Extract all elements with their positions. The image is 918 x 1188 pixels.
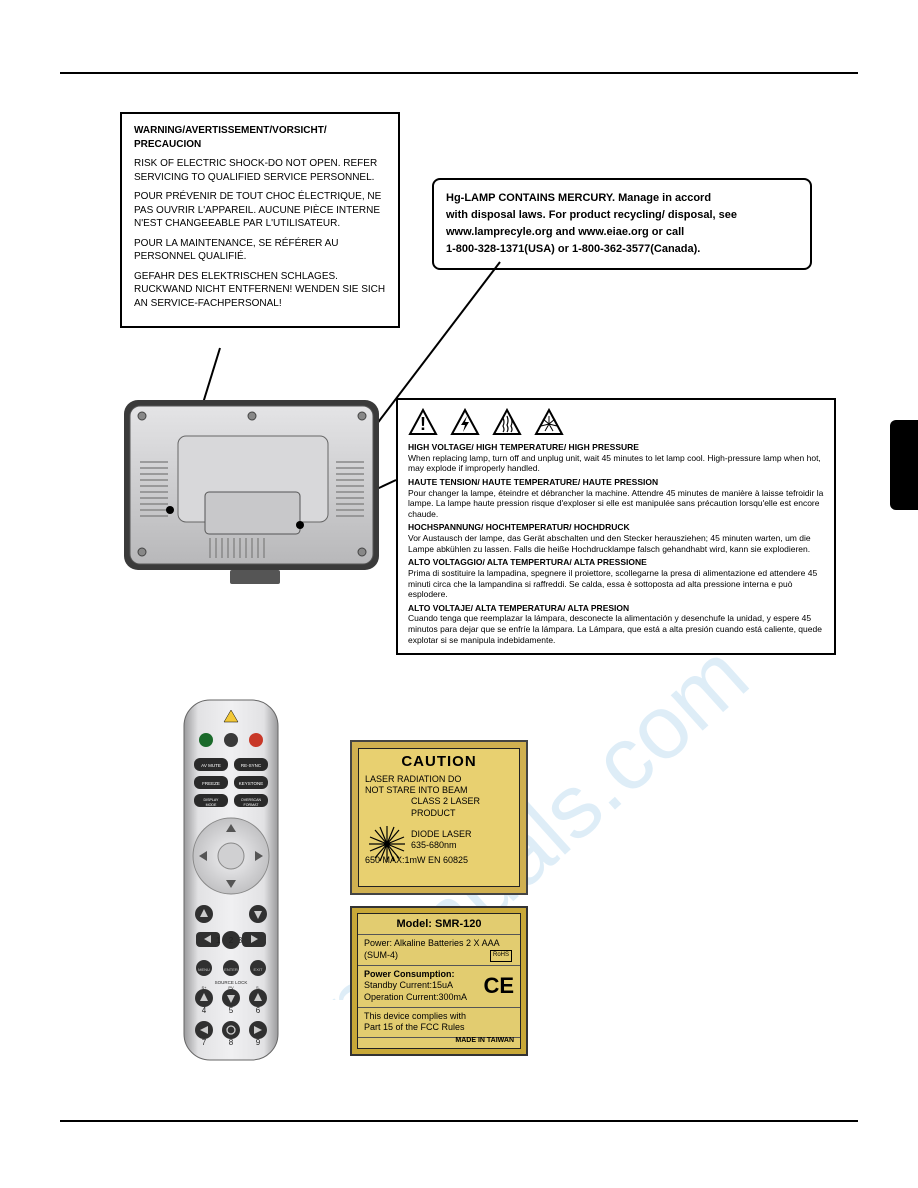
svg-text:2: 2: [229, 936, 234, 945]
haz-es-body: Cuando tenga que reemplazar la lámpara, …: [408, 613, 824, 645]
top-rule: [60, 72, 858, 74]
svg-text:5: 5: [229, 1006, 234, 1015]
projector-illustration: [110, 392, 395, 592]
svg-text:9: 9: [256, 1038, 261, 1047]
made-in: MADE IN TAIWAN: [455, 1036, 514, 1045]
caution-l2: NOT STARE INTO BEAM: [365, 785, 513, 796]
caution-l1: LASER RADIATION DO: [365, 774, 513, 785]
warning-p2: POUR PRÉVENIR DE TOUT CHOC ÉLECTRIQUE, N…: [134, 190, 386, 231]
explosion-triangle-icon: [534, 408, 564, 436]
warning-heading: WARNING/AVERTISSEMENT/VORSICHT/ PRECAUCI…: [134, 124, 386, 151]
bottom-rule: [60, 1120, 858, 1122]
hazard-box: ! HIGH VOLTAGE/ HIGH TEMPERATURE/ HIGH P…: [396, 398, 836, 655]
fcc-text: This device complies with Part 15 of the…: [358, 1008, 520, 1038]
svg-text:S-: S-: [256, 985, 261, 990]
svg-text:1: 1: [216, 936, 221, 945]
ce-mark: CE: [483, 972, 514, 1001]
model-title: Model: SMR-120: [358, 914, 520, 935]
svg-text:S+: S+: [201, 985, 207, 990]
haz-es-title: ALTO VOLTAJE/ ALTA TEMPERATURA/ ALTA PRE…: [408, 603, 824, 614]
svg-text:OVERSCAN: OVERSCAN: [241, 798, 262, 802]
hot-triangle-icon: [492, 408, 522, 436]
hg-l3: www.lamprecyle.org and www.eiae.org or c…: [446, 224, 798, 241]
svg-text:8: 8: [229, 1038, 234, 1047]
svg-text:7: 7: [202, 1038, 207, 1047]
caution-label: CAUTION LASER RADIATION DO NOT STARE INT…: [350, 740, 528, 895]
rohs-mark: RoHS: [490, 950, 512, 962]
remote-control: AV MUTE RE-SYNC FREEZE KEYSTONE DISPLAY …: [176, 696, 286, 1066]
hg-l4: 1-800-328-1371(USA) or 1-800-362-3577(Ca…: [446, 241, 798, 258]
mercury-box: Hg-LAMP CONTAINS MERCURY. Manage in acco…: [432, 178, 812, 270]
hazard-icons: !: [408, 408, 824, 436]
svg-text:AV MUTE: AV MUTE: [201, 763, 221, 768]
svg-text:FREEZE: FREEZE: [202, 781, 220, 786]
haz-it-title: ALTO VOLTAGGIO/ ALTA TEMPERTURA/ ALTA PR…: [408, 557, 824, 568]
voltage-triangle-icon: [450, 408, 480, 436]
svg-text:6: 6: [256, 1006, 261, 1015]
svg-text:MENU: MENU: [198, 967, 210, 972]
caution-l4: PRODUCT: [365, 808, 513, 819]
warning-p3: POUR LA MAINTENANCE, SE RÉFÉRER AU PERSO…: [134, 237, 386, 264]
laser-burst-icon: [367, 824, 407, 864]
caution-l3: CLASS 2 LASER: [365, 796, 513, 807]
warning-p4: GEFAHR DES ELEKTRISCHEN SCHLAGES. RUCKWA…: [134, 270, 386, 311]
warning-triangle-icon: !: [408, 408, 438, 436]
svg-text:FORMAT: FORMAT: [244, 803, 260, 807]
svg-text:KEYSTONE: KEYSTONE: [239, 781, 263, 786]
hg-l2: with disposal laws. For product recyclin…: [446, 207, 798, 224]
svg-text:4: 4: [202, 1006, 207, 1015]
svg-text:RE-SYNC: RE-SYNC: [241, 763, 262, 768]
haz-en-body: When replacing lamp, turn off and unplug…: [408, 453, 824, 474]
haz-de-title: HOCHSPANNUNG/ HOCHTEMPERATUR/ HOCHDRUCK: [408, 522, 824, 533]
warning-box: WARNING/AVERTISSEMENT/VORSICHT/ PRECAUCI…: [120, 112, 400, 328]
svg-text:PV: PV: [228, 985, 234, 990]
haz-it-body: Prima di sostituire la lampadina, spegne…: [408, 568, 824, 600]
haz-fr-title: HAUTE TENSION/ HAUTE TEMPERATURE/ HAUTE …: [408, 477, 824, 488]
side-tab: [890, 420, 918, 510]
caution-title: CAUTION: [365, 753, 513, 772]
svg-text:!: !: [420, 414, 426, 434]
warning-p1: RISK OF ELECTRIC SHOCK-DO NOT OPEN. REFE…: [134, 157, 386, 184]
model-label: Model: SMR-120 Power: Alkaline Batteries…: [350, 906, 528, 1056]
svg-text:MODE: MODE: [206, 803, 217, 807]
haz-fr-body: Pour changer la lampe, éteindre et débra…: [408, 488, 824, 520]
svg-text:DISPLAY: DISPLAY: [204, 798, 220, 802]
hg-l1: Hg-LAMP CONTAINS MERCURY. Manage in acco…: [446, 190, 798, 207]
svg-text:ENTER: ENTER: [224, 967, 238, 972]
svg-text:EXIT: EXIT: [254, 967, 263, 972]
haz-en-title: HIGH VOLTAGE/ HIGH TEMPERATURE/ HIGH PRE…: [408, 442, 824, 453]
haz-de-body: Vor Austausch der lampe, das Gerät absch…: [408, 533, 824, 554]
